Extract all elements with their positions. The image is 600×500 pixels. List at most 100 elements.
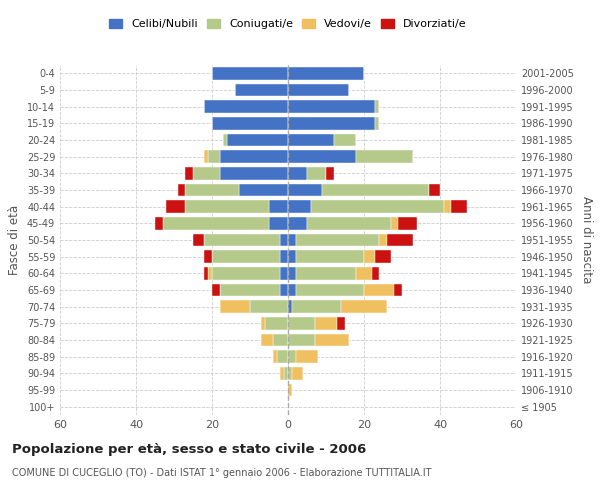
Bar (178, 184, 185, 196)
Bar (239, 184, 288, 196)
Bar (269, 200, 288, 213)
Bar (307, 217, 391, 230)
Bar (334, 134, 356, 146)
Bar (371, 267, 379, 280)
Bar (296, 250, 364, 263)
Bar (163, 217, 269, 230)
Bar (296, 234, 379, 246)
Bar (428, 184, 440, 196)
Bar (376, 117, 379, 130)
Bar (273, 350, 277, 363)
Bar (280, 284, 288, 296)
Bar (205, 250, 212, 263)
Bar (356, 150, 413, 163)
Bar (376, 100, 379, 113)
Bar (296, 284, 364, 296)
Bar (185, 167, 193, 179)
Bar (212, 67, 288, 80)
Bar (273, 334, 288, 346)
Bar (444, 200, 451, 213)
Bar (205, 267, 208, 280)
Bar (208, 150, 220, 163)
Bar (166, 200, 185, 213)
Bar (284, 367, 288, 380)
Bar (193, 167, 220, 179)
Bar (208, 267, 212, 280)
Bar (212, 284, 220, 296)
Bar (394, 284, 402, 296)
Bar (288, 250, 296, 263)
Bar (288, 284, 296, 296)
Bar (288, 134, 334, 146)
Bar (364, 284, 394, 296)
Bar (288, 167, 307, 179)
Bar (292, 300, 341, 313)
Bar (265, 317, 288, 330)
Bar (288, 384, 292, 396)
Bar (391, 217, 398, 230)
Text: COMUNE DI CUCEGLIO (TO) - Dati ISTAT 1° gennaio 2006 - Elaborazione TUTTITALIA.I: COMUNE DI CUCEGLIO (TO) - Dati ISTAT 1° … (12, 468, 431, 478)
Bar (262, 317, 265, 330)
Bar (262, 334, 273, 346)
Bar (337, 317, 345, 330)
Bar (314, 317, 337, 330)
Bar (387, 234, 413, 246)
Bar (269, 217, 288, 230)
Bar (288, 334, 314, 346)
Bar (398, 217, 417, 230)
Bar (220, 167, 288, 179)
Bar (220, 150, 288, 163)
Bar (227, 134, 288, 146)
Bar (379, 234, 387, 246)
Bar (155, 217, 163, 230)
Bar (212, 117, 288, 130)
Bar (235, 84, 288, 96)
Bar (288, 350, 296, 363)
Bar (205, 150, 208, 163)
Bar (288, 234, 296, 246)
Bar (280, 267, 288, 280)
Bar (322, 184, 428, 196)
Bar (288, 184, 322, 196)
Bar (205, 234, 280, 246)
Bar (288, 100, 376, 113)
Bar (296, 267, 356, 280)
Bar (288, 117, 376, 130)
Bar (356, 267, 371, 280)
Bar (376, 250, 391, 263)
Bar (326, 167, 334, 179)
Bar (451, 200, 467, 213)
Bar (288, 84, 349, 96)
Bar (220, 300, 250, 313)
Bar (212, 267, 280, 280)
Bar (311, 200, 444, 213)
Bar (292, 367, 303, 380)
Bar (296, 350, 319, 363)
Bar (341, 300, 387, 313)
Bar (364, 250, 376, 263)
Bar (220, 284, 280, 296)
Bar (185, 200, 269, 213)
Bar (250, 300, 288, 313)
Bar (185, 184, 239, 196)
Bar (280, 234, 288, 246)
Bar (288, 217, 307, 230)
Bar (280, 250, 288, 263)
Bar (314, 334, 349, 346)
Bar (288, 317, 314, 330)
Bar (288, 200, 311, 213)
Bar (277, 350, 288, 363)
Bar (288, 300, 292, 313)
Bar (193, 234, 205, 246)
Bar (307, 167, 326, 179)
Legend: Celibi/Nubili, Coniugati/e, Vedovi/e, Divorziati/e: Celibi/Nubili, Coniugati/e, Vedovi/e, Di… (105, 14, 471, 34)
Bar (288, 67, 364, 80)
Bar (223, 134, 227, 146)
Y-axis label: Fasce di età: Fasce di età (8, 205, 21, 275)
Y-axis label: Anni di nascita: Anni di nascita (580, 196, 593, 284)
Bar (288, 150, 356, 163)
Bar (205, 100, 288, 113)
Bar (280, 367, 284, 380)
Text: Popolazione per età, sesso e stato civile - 2006: Popolazione per età, sesso e stato civil… (12, 442, 366, 456)
Bar (288, 267, 296, 280)
